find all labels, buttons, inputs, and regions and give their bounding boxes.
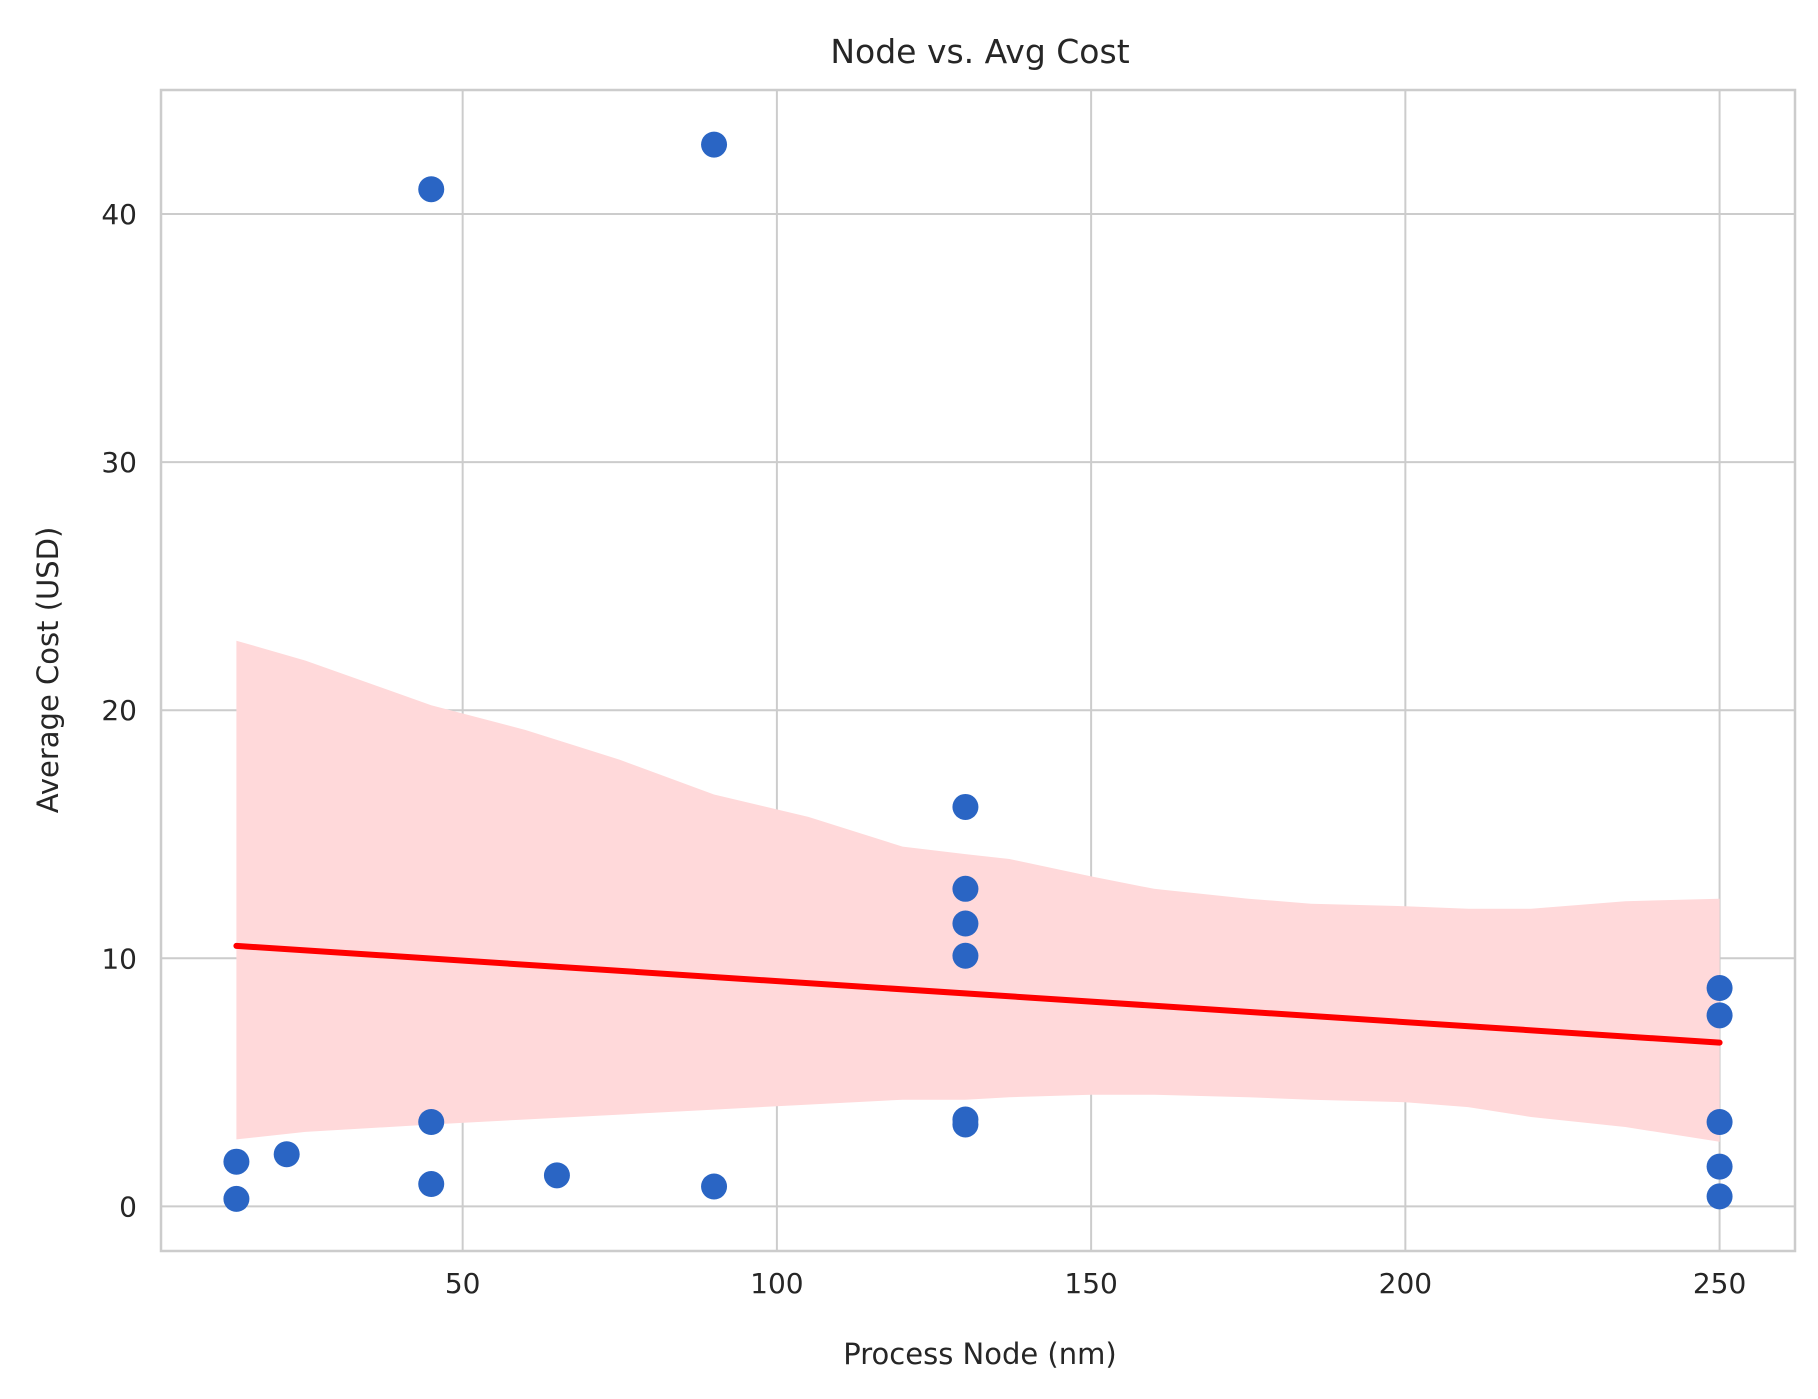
y-tick-labels: 0 10 20 30 40 — [101, 198, 137, 1223]
data-point — [701, 131, 728, 158]
y-tick-label: 10 — [101, 942, 137, 975]
data-point — [952, 1111, 979, 1138]
y-tick-label: 20 — [101, 694, 137, 727]
y-tick-label: 40 — [101, 198, 137, 231]
data-point — [1706, 1002, 1733, 1029]
data-point — [1706, 1153, 1733, 1180]
data-point — [952, 942, 979, 969]
data-point — [952, 875, 979, 902]
x-tick-labels: 50 100 150 200 250 — [445, 1267, 1746, 1300]
x-tick-label: 50 — [445, 1267, 481, 1300]
data-point — [418, 1109, 445, 1135]
x-tick-label: 100 — [750, 1267, 803, 1300]
x-axis-label: Process Node (nm) — [843, 1337, 1116, 1371]
data-point — [952, 910, 979, 937]
y-axis-label: Average Cost (USD) — [31, 527, 65, 814]
data-point — [1706, 1109, 1733, 1135]
x-tick-label: 150 — [1064, 1267, 1117, 1300]
x-tick-label: 200 — [1379, 1267, 1432, 1300]
data-points-layer — [223, 131, 1733, 1212]
data-point — [223, 1148, 250, 1175]
data-point — [273, 1141, 300, 1168]
regression-line-layer — [233, 942, 1723, 1046]
data-point — [418, 1171, 445, 1198]
chart-title: Node vs. Avg Cost — [830, 32, 1129, 71]
data-point — [701, 1173, 728, 1200]
data-point — [952, 793, 979, 820]
x-tick-label: 250 — [1693, 1267, 1746, 1300]
data-point — [223, 1185, 250, 1212]
data-point — [543, 1162, 570, 1189]
data-point — [1706, 975, 1733, 1002]
y-tick-label: 0 — [119, 1190, 137, 1223]
plot-frame — [159, 88, 1797, 1253]
y-tick-label: 30 — [101, 446, 137, 479]
data-point — [1706, 1183, 1733, 1210]
regression-line — [233, 942, 1723, 1046]
data-point — [418, 176, 445, 203]
